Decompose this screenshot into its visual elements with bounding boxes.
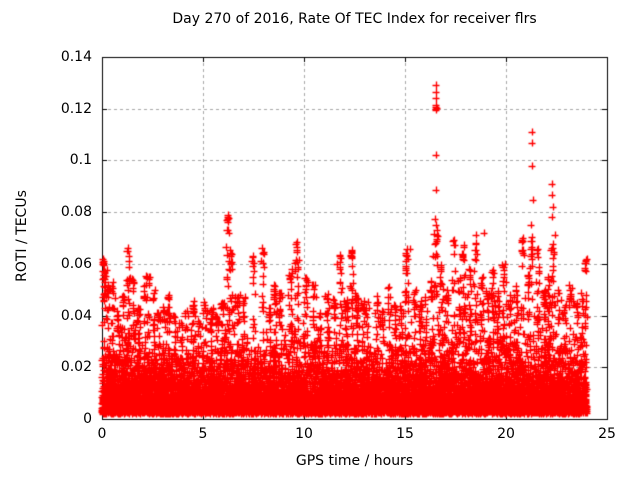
y-tick-label: 0.06 [60,255,92,272]
y-tick-label: 0.02 [60,359,92,376]
x-tick-label: 10 [295,426,313,442]
x-tick-label: 5 [198,426,208,442]
y-tick-label: 0.14 [60,49,92,65]
y-tick-label: 0.04 [60,307,92,324]
x-tick-label: 20 [497,426,515,442]
y-axis-label: ROTI / TECUs [14,190,30,282]
x-axis-label: GPS time / hours [295,453,414,469]
x-tick-label: 0 [97,426,107,442]
x-tick-label: 15 [396,426,414,442]
chart-title: Day 270 of 2016, Rate Of TEC Index for r… [172,11,537,27]
y-tick-label: 0.12 [60,100,92,117]
y-tick-label: 0.1 [69,152,92,169]
y-tick-label: 0 [83,411,92,427]
x-tick-label: 25 [598,426,616,442]
y-tick-label: 0.08 [60,204,92,221]
